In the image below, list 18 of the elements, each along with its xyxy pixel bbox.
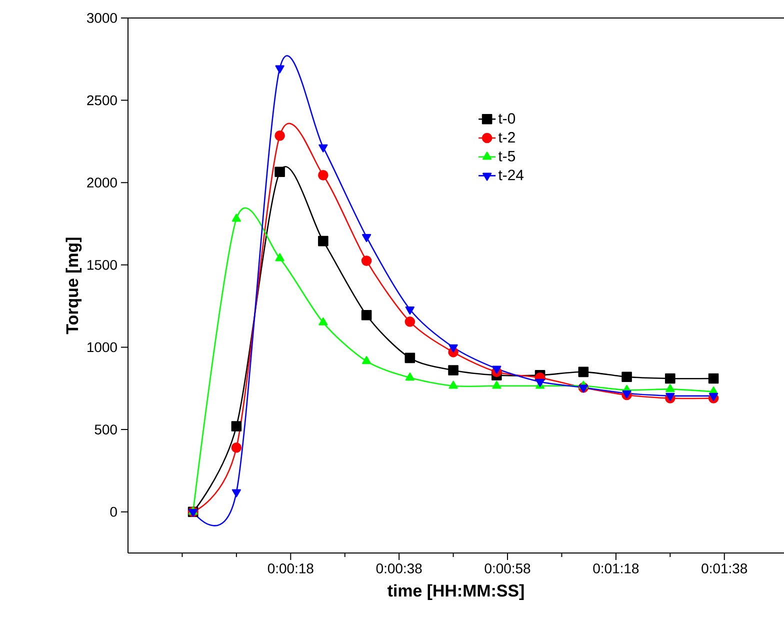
y-tick-label: 0 bbox=[110, 506, 117, 517]
y-axis-title: Torque [mg] bbox=[66, 238, 82, 334]
x-tick-label: 0:01:38 bbox=[702, 564, 748, 574]
legend-label: t-5 bbox=[498, 150, 516, 162]
x-axis-title: time [HH:MM:SS] bbox=[388, 584, 524, 600]
legend-label: t-2 bbox=[498, 132, 515, 143]
x-tick-label: 0:00:18 bbox=[268, 564, 314, 574]
y-tick-label: 500 bbox=[94, 424, 117, 434]
x-tick-label: 0:01:18 bbox=[593, 564, 639, 574]
y-tick-label: 1500 bbox=[88, 260, 117, 270]
y-tick-label: 2000 bbox=[87, 178, 117, 188]
x-tick-label: 0:00:38 bbox=[376, 564, 422, 574]
y-tick-label: 1000 bbox=[88, 342, 117, 352]
y-tick-label: 3000 bbox=[86, 13, 117, 23]
legend-label: t-0 bbox=[498, 113, 516, 124]
x-tick-label: 0:00:58 bbox=[484, 564, 530, 574]
legend-label: t-24 bbox=[498, 170, 524, 180]
y-tick-label: 2500 bbox=[87, 95, 117, 106]
